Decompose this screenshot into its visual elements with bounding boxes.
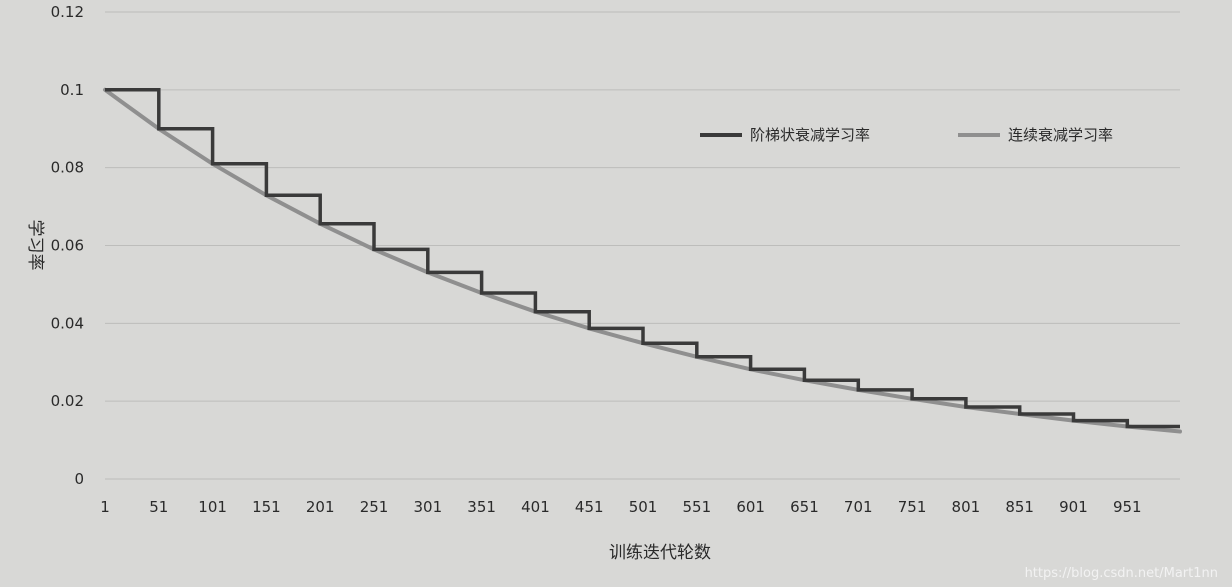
x-tick-label: 101 (198, 498, 227, 516)
series-line-staircase (105, 88, 1180, 429)
x-tick-label: 901 (1059, 498, 1088, 516)
legend-label: 连续衰减学习率 (1008, 126, 1113, 144)
x-tick-label: 801 (952, 498, 981, 516)
x-tick-label: 51 (149, 498, 168, 516)
x-tick-label: 701 (844, 498, 873, 516)
y-tick-label: 0.12 (51, 3, 84, 21)
x-tick-labels: 1 51 101 151 201 251 301 351 401 451 501 551 601 651 7… (100, 498, 1141, 516)
x-axis-title: 训练迭代轮数 (609, 543, 711, 563)
y-tick-label: 0.02 (51, 392, 84, 410)
y-axis-title: 学习率 (25, 220, 45, 271)
legend: 阶梯状衰减学习率 连续衰减学习率 (700, 126, 1113, 144)
watermark: https://blog.csdn.net/Mart1nn (1025, 566, 1218, 581)
y-tick-label: 0 (74, 470, 84, 488)
grid-layer (105, 11, 1180, 480)
x-tick-label: 351 (467, 498, 496, 516)
legend-label: 阶梯状衰减学习率 (750, 126, 870, 144)
x-tick-label: 601 (736, 498, 765, 516)
x-tick-label: 451 (575, 498, 604, 516)
x-tick-label: 251 (360, 498, 389, 516)
x-tick-label: 301 (414, 498, 443, 516)
y-tick-labels: 0.12 0.1 0.08 0.06 0.04 0.02 0 (51, 3, 84, 488)
y-tick-label: 0.06 (51, 237, 84, 255)
x-tick-label: 401 (521, 498, 550, 516)
x-tick-label: 1 (100, 498, 110, 516)
x-tick-label: 501 (629, 498, 658, 516)
x-tick-label: 151 (252, 498, 281, 516)
series-layer (103, 87, 1182, 434)
legend-item-continuous: 连续衰减学习率 (958, 126, 1113, 144)
y-tick-label: 0.1 (60, 81, 84, 99)
y-tick-label: 0.04 (51, 314, 84, 332)
x-tick-label: 651 (790, 498, 819, 516)
x-tick-label: 851 (1005, 498, 1034, 516)
legend-item-staircase: 阶梯状衰减学习率 (700, 126, 870, 144)
x-tick-label: 551 (683, 498, 712, 516)
x-tick-label: 201 (306, 498, 335, 516)
x-tick-label: 751 (898, 498, 927, 516)
x-tick-label: 951 (1113, 498, 1142, 516)
y-tick-label: 0.08 (51, 159, 84, 177)
